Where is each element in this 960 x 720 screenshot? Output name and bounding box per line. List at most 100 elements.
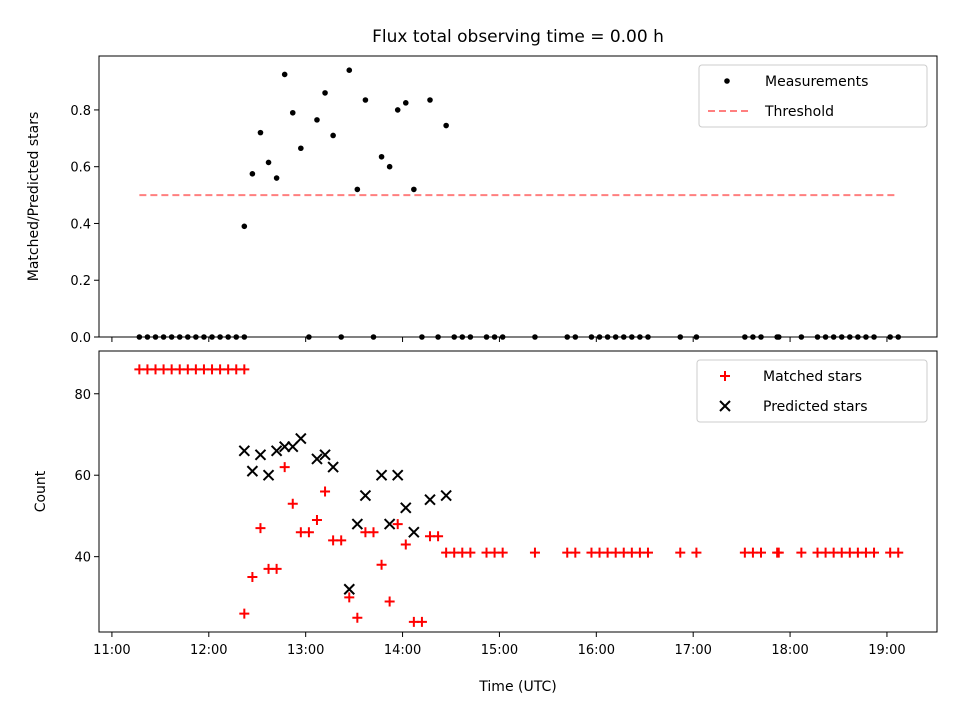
data-point — [311, 453, 323, 465]
data-point — [262, 469, 275, 481]
data-point — [289, 109, 296, 116]
data-point — [620, 334, 627, 340]
legend: Matched stars Predicted stars — [696, 359, 928, 423]
data-point — [320, 486, 331, 497]
data-point — [570, 547, 581, 558]
x-tick-label: 17:00 — [674, 643, 711, 658]
data-point — [273, 175, 280, 181]
data-point — [871, 334, 877, 340]
data-point — [306, 334, 312, 340]
data-point — [392, 519, 403, 530]
data-point — [270, 445, 283, 457]
legend-label: Threshold — [764, 104, 834, 120]
data-point — [596, 334, 603, 340]
x-tick-label: 18:00 — [771, 643, 808, 658]
data-point — [362, 97, 369, 103]
data-point — [491, 334, 498, 340]
data-point — [756, 547, 767, 558]
data-point — [392, 469, 404, 481]
data-point — [351, 518, 364, 530]
data-point — [217, 334, 223, 340]
data-point — [637, 334, 643, 340]
data-point — [564, 334, 571, 340]
data-point — [295, 432, 307, 445]
data-point — [838, 334, 845, 340]
data-point — [642, 547, 653, 558]
data-point — [330, 132, 336, 139]
data-point — [233, 334, 240, 340]
data-point — [384, 596, 395, 607]
legend-label: Measurements — [765, 74, 868, 90]
data-point — [847, 334, 853, 340]
data-point — [338, 334, 344, 340]
y-tick-label: 0.6 — [70, 161, 91, 176]
data-point — [185, 334, 191, 340]
data-point — [529, 547, 540, 558]
data-point — [863, 334, 869, 340]
data-point — [375, 469, 388, 481]
legend-swatch — [724, 78, 730, 84]
data-point — [281, 71, 288, 78]
y-tick-label: 60 — [74, 469, 91, 484]
data-point — [451, 334, 458, 340]
series-predicted-stars — [238, 432, 452, 595]
data-point — [209, 334, 215, 340]
data-point — [287, 498, 298, 509]
data-point — [408, 526, 420, 538]
data-point — [239, 364, 250, 375]
data-point — [314, 117, 320, 123]
data-point — [435, 334, 441, 340]
data-point — [443, 122, 449, 129]
data-point — [386, 163, 393, 170]
data-point — [798, 334, 805, 340]
legend-label: Predicted stars — [763, 399, 868, 415]
data-point — [869, 547, 880, 558]
y-axis-label: Count — [33, 470, 49, 512]
data-point — [255, 523, 266, 534]
data-point — [368, 527, 379, 538]
x-tick-label: 15:00 — [481, 643, 518, 658]
data-point — [327, 461, 339, 473]
data-point — [322, 90, 328, 96]
data-point — [402, 100, 409, 106]
data-point — [675, 547, 686, 558]
y-tick-label: 80 — [74, 388, 91, 403]
data-point — [400, 539, 411, 550]
data-point — [822, 334, 829, 340]
data-point — [311, 515, 322, 526]
data-point — [376, 559, 387, 570]
data-point — [378, 153, 385, 160]
data-point — [830, 334, 837, 340]
data-point — [758, 334, 764, 340]
data-point — [588, 334, 595, 340]
data-point — [742, 334, 748, 340]
data-point — [193, 334, 199, 340]
data-point — [895, 334, 902, 340]
data-point — [168, 334, 175, 340]
data-point — [645, 334, 651, 340]
data-point — [303, 527, 314, 538]
data-point — [796, 547, 807, 558]
data-point — [370, 334, 377, 340]
data-point — [298, 145, 304, 152]
legend-label: Matched stars — [763, 369, 862, 385]
data-point — [419, 334, 425, 340]
data-point — [352, 612, 363, 623]
series-matched-stars — [134, 364, 904, 627]
data-point — [254, 449, 267, 461]
x-tick-label: 16:00 — [578, 643, 615, 658]
data-point — [249, 170, 256, 177]
y-tick-label: 40 — [74, 551, 91, 566]
data-point — [855, 334, 861, 340]
data-point — [400, 502, 412, 514]
data-point — [572, 334, 579, 340]
y-tick-label: 0.8 — [70, 104, 91, 119]
data-point — [499, 334, 506, 340]
data-point — [465, 547, 476, 558]
data-point — [750, 334, 756, 340]
data-point — [893, 547, 904, 558]
data-point — [265, 159, 272, 166]
x-tick-label: 12:00 — [190, 643, 227, 658]
data-point — [440, 489, 452, 502]
data-point — [346, 67, 353, 73]
